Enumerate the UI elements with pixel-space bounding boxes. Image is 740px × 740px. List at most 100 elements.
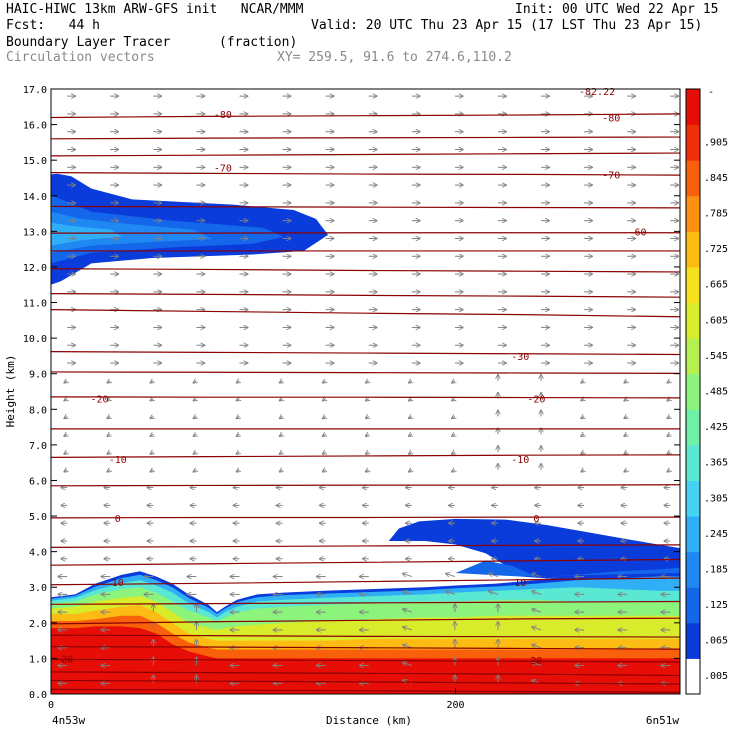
colorbar-label: .005 [704,671,728,682]
colorbar-label: .545 [704,351,728,362]
y-tick-label: 5.0 [29,512,47,523]
vector-arrow [409,452,412,454]
colorbar-swatch [686,338,700,375]
vector-arrow [452,416,455,418]
temperature-contours [51,113,680,693]
vector-arrow [280,399,283,401]
vector-arrow [366,452,369,454]
contour-line [51,113,680,119]
contour-label: -82.22 [579,87,615,98]
contour-line [51,351,680,356]
vector-arrow [532,609,542,612]
y-tick-label: 17.0 [23,85,47,96]
colorbar-swatch [686,160,700,197]
vector-arrow [446,574,456,577]
vector-arrow [107,452,110,454]
vector-arrow [236,399,239,401]
colorbar-label: .725 [704,244,728,255]
contour-label: -80 [214,110,232,121]
vector-arrow [323,452,326,454]
y-axis-title: Height (km) [4,355,17,428]
vector-arrow [323,434,326,436]
vector-arrow [323,416,326,418]
vector-arrow [452,434,455,436]
vector-arrow [532,663,542,666]
field-name: Boundary Layer Tracer [6,35,171,50]
vector-arrow [624,470,627,472]
vector-arrow [581,470,584,472]
vector-arrow [107,416,110,418]
y-tick-label: 1.0 [29,654,47,665]
tracer-fill-layer [51,173,680,694]
vector-arrow [409,470,412,472]
vector-arrow [667,452,670,454]
contour-label: 0 [115,514,121,525]
vector-arrow [236,434,239,436]
vector-arrow [489,574,499,577]
y-tick-label: 0.0 [29,690,47,701]
vector-arrow [403,645,412,648]
vector-arrow [366,381,369,383]
contour-label: -10 [511,455,529,466]
vector-arrow [624,381,627,383]
contour-line [51,671,680,677]
vector-arrow [64,416,67,418]
vector-arrow [624,452,627,454]
y-tick-label: 2.0 [29,619,47,630]
colorbar: .005 .065 .125 .185 .245 .305 .365 .425 .485 .545… [685,87,728,695]
vector-arrow [193,381,196,383]
colorbar-swatch [686,195,700,232]
vector-arrow [452,399,455,401]
colorbar-label: .845 [704,173,728,184]
contour-line [51,516,680,519]
y-tick-label: 6.0 [29,476,47,487]
contour-label: -70 [214,163,232,174]
vector-arrow [532,627,542,630]
vector-arrow [667,470,670,472]
upper-plume-inner [51,211,213,253]
vector-arrow [280,452,283,454]
vector-arrow [446,591,456,594]
forecast-hour: Fcst: 44 h [6,18,100,33]
vector-arrow [403,609,412,612]
vector-arrow [280,434,283,436]
vector-arrow [403,627,412,630]
x-axis-title: Distance (km) [326,714,412,727]
vector-arrow [236,452,239,454]
field-units: (fraction) [219,35,298,50]
vector-arrow [532,574,542,577]
vector-arrow [403,574,412,577]
y-axis: 0.0 1.0 2.0 3.0 4.0 5.0 6.0 7.0 8.0 9.0 10.0 11.0 12… [23,85,680,701]
colorbar-swatch [686,587,700,624]
contour-label: 10 [514,578,526,589]
colorbar-label: .905 [704,137,728,148]
contour-line [51,268,680,273]
colorbar-label: .125 [704,600,728,611]
vector-arrow [366,434,369,436]
vector-arrow [64,452,67,454]
colorbar-swatch [686,551,700,588]
vector-arrow [667,399,670,401]
vector-arrow [624,416,627,418]
contour-label: 20 [61,654,73,665]
y-tick-label: 3.0 [29,583,47,594]
contour-label: 10 [112,578,124,589]
y-tick-label: 4.0 [29,548,47,559]
colorbar-label: .665 [704,280,728,291]
vector-arrow [236,381,239,383]
colorbar-swatch [686,658,700,695]
colorbar-label: .605 [704,315,728,326]
model-title: HAIC-HIWC 13km ARW-GFS init NCAR/MMM [6,2,304,17]
contour-line [51,679,680,685]
vector-arrow [236,416,239,418]
upper-plume-inner [51,222,122,246]
vector-arrow [150,381,153,383]
contour-label: -20 [527,395,545,406]
vector-arrow [452,470,455,472]
colorbar-label: .785 [704,209,728,220]
colorbar-swatch [686,622,700,659]
mid-plume-inner [455,560,680,577]
vector-field-name: Circulation vectors [6,50,155,65]
vector-arrow [107,381,110,383]
